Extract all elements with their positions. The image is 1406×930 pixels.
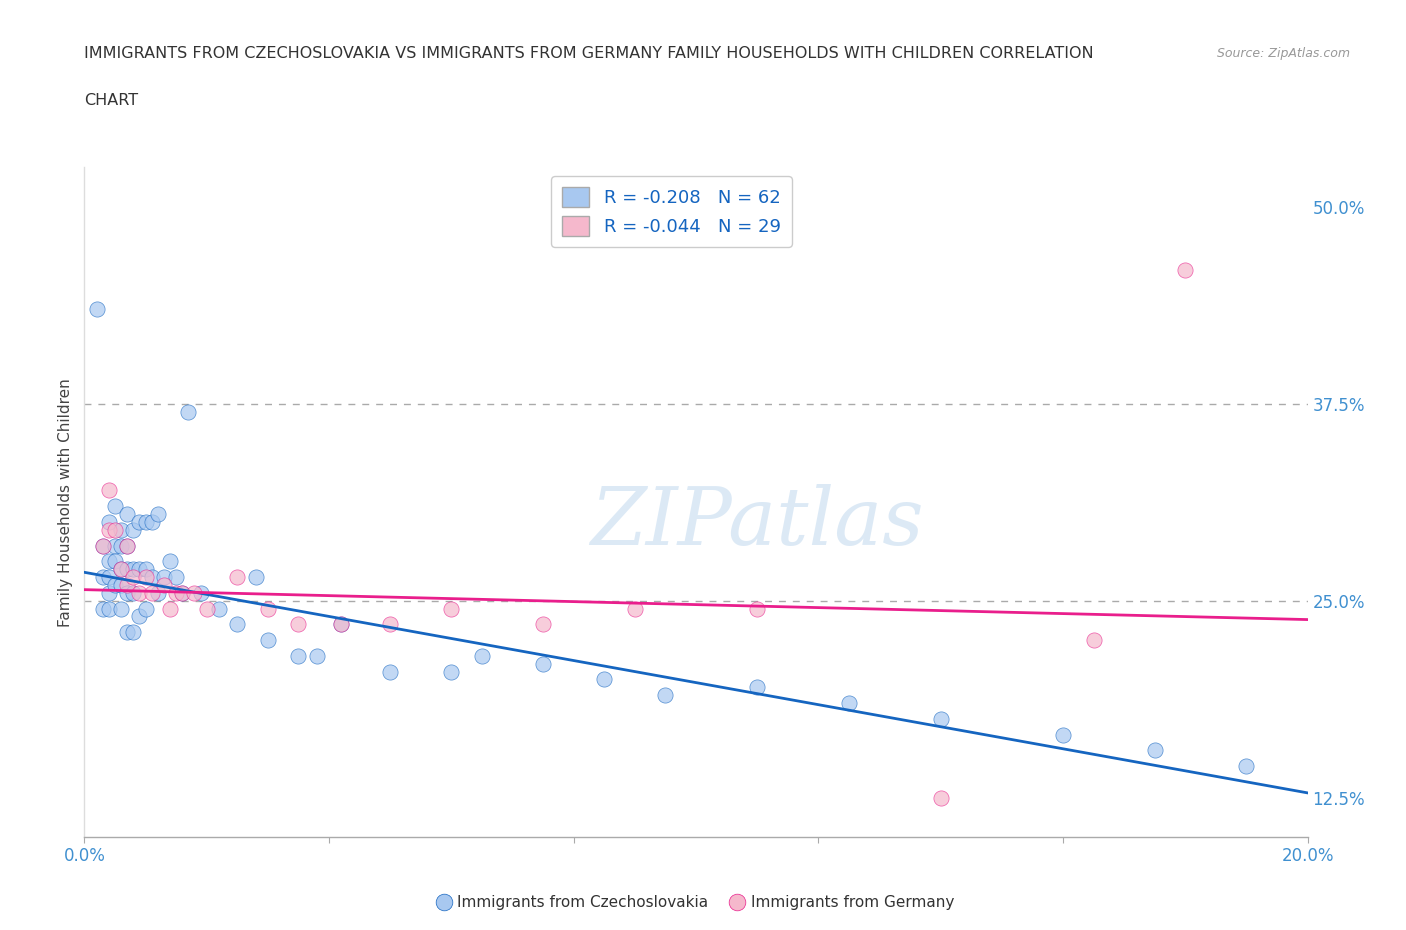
Point xyxy=(115,585,138,600)
Point xyxy=(115,562,138,577)
Point xyxy=(177,405,200,419)
Point xyxy=(257,601,280,616)
Point xyxy=(135,569,157,584)
Y-axis label: Family Households with Children: Family Households with Children xyxy=(58,378,73,627)
Point xyxy=(115,538,138,553)
Point xyxy=(104,538,127,553)
Point xyxy=(110,562,132,577)
Point xyxy=(593,672,616,687)
Point xyxy=(531,657,554,671)
Point xyxy=(159,601,181,616)
Point xyxy=(531,617,554,631)
Point xyxy=(257,632,280,647)
Point xyxy=(135,601,157,616)
Point xyxy=(440,664,463,679)
Point xyxy=(115,507,138,522)
Text: CHART: CHART xyxy=(84,93,138,108)
Point xyxy=(380,617,402,631)
Point xyxy=(183,585,205,600)
Point xyxy=(91,569,114,584)
Point xyxy=(141,585,163,600)
Point xyxy=(104,498,127,513)
Point xyxy=(245,569,267,584)
Point xyxy=(172,585,194,600)
Point xyxy=(146,585,169,600)
Point xyxy=(110,601,132,616)
Point xyxy=(97,585,120,600)
Point xyxy=(305,648,328,663)
Point xyxy=(190,585,212,600)
Text: IMMIGRANTS FROM CZECHOSLOVAKIA VS IMMIGRANTS FROM GERMANY FAMILY HOUSEHOLDS WITH: IMMIGRANTS FROM CZECHOSLOVAKIA VS IMMIGR… xyxy=(84,46,1094,61)
Point xyxy=(195,601,218,616)
Text: Source: ZipAtlas.com: Source: ZipAtlas.com xyxy=(1216,46,1350,60)
Point xyxy=(287,648,309,663)
Point xyxy=(287,617,309,631)
Point xyxy=(122,523,145,538)
Point xyxy=(747,601,769,616)
Legend: Immigrants from Czechoslovakia, Immigrants from Germany: Immigrants from Czechoslovakia, Immigran… xyxy=(432,889,960,916)
Point xyxy=(97,554,120,569)
Point xyxy=(1174,262,1197,277)
Point xyxy=(115,578,138,592)
Point xyxy=(440,601,463,616)
Point xyxy=(97,483,120,498)
Point xyxy=(122,569,145,584)
Point xyxy=(91,601,114,616)
Text: ZIPatlas: ZIPatlas xyxy=(591,484,924,561)
Point xyxy=(330,617,353,631)
Point xyxy=(1234,759,1257,774)
Point xyxy=(110,562,132,577)
Point xyxy=(97,523,120,538)
Point xyxy=(104,554,127,569)
Point xyxy=(146,507,169,522)
Point xyxy=(471,648,494,663)
Point xyxy=(330,617,353,631)
Point xyxy=(128,562,150,577)
Point xyxy=(97,514,120,529)
Point xyxy=(115,538,138,553)
Point xyxy=(91,538,114,553)
Point xyxy=(380,664,402,679)
Point xyxy=(165,569,187,584)
Point xyxy=(172,585,194,600)
Point xyxy=(838,696,860,711)
Point xyxy=(128,514,150,529)
Point xyxy=(122,585,145,600)
Point xyxy=(1143,743,1166,758)
Point xyxy=(153,569,176,584)
Point xyxy=(1052,727,1074,742)
Point xyxy=(115,625,138,640)
Point xyxy=(624,601,647,616)
Point xyxy=(929,711,952,726)
Point xyxy=(654,688,676,703)
Point xyxy=(165,585,187,600)
Point xyxy=(97,601,120,616)
Point xyxy=(110,523,132,538)
Point xyxy=(141,514,163,529)
Point xyxy=(1083,632,1105,647)
Point xyxy=(122,562,145,577)
Point xyxy=(747,680,769,695)
Point xyxy=(226,617,249,631)
Point xyxy=(135,514,157,529)
Point xyxy=(97,569,120,584)
Point xyxy=(110,578,132,592)
Point xyxy=(91,538,114,553)
Point xyxy=(159,554,181,569)
Point xyxy=(128,585,150,600)
Point xyxy=(128,609,150,624)
Point xyxy=(135,562,157,577)
Point xyxy=(122,625,145,640)
Point xyxy=(208,601,231,616)
Point xyxy=(104,523,127,538)
Point xyxy=(141,569,163,584)
Point xyxy=(110,538,132,553)
Point xyxy=(929,790,952,805)
Point xyxy=(86,301,108,316)
Point xyxy=(153,578,176,592)
Point xyxy=(226,569,249,584)
Point xyxy=(104,578,127,592)
